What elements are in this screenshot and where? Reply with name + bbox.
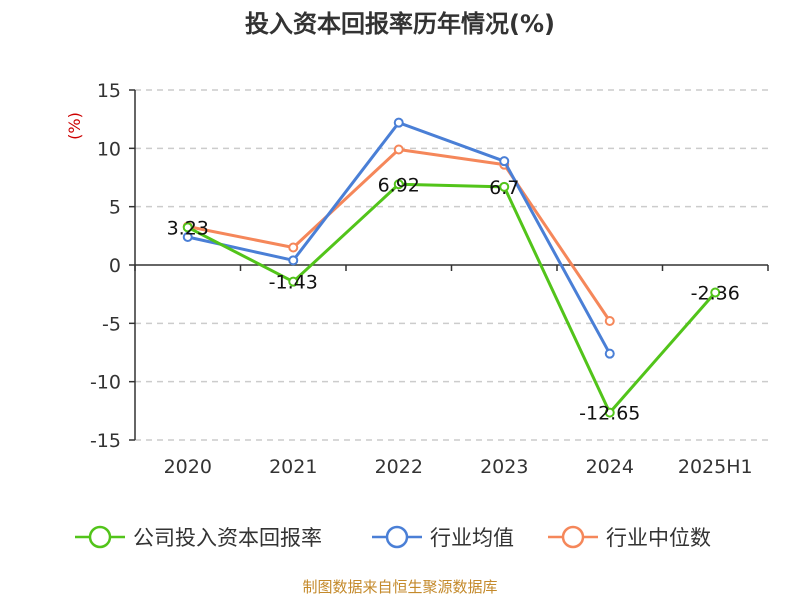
y-tick-label: -5: [102, 313, 121, 335]
data-point: [393, 117, 404, 128]
data-labels: 3.23 -1.43 6.92 6.7 -12.65 -2.36: [167, 174, 740, 424]
data-label: -12.65: [579, 403, 640, 425]
y-tick-label: -15: [90, 430, 121, 452]
y-axis-unit: (%): [65, 112, 84, 140]
data-point: [182, 232, 193, 242]
x-tick-label: 2020: [164, 456, 212, 478]
legend-marker: [88, 525, 112, 549]
x-tick-label: 2022: [375, 456, 423, 478]
data-point: [182, 222, 193, 233]
data-point: [604, 348, 615, 359]
x-tick-label: 2023: [480, 456, 528, 478]
x-tick-label: 2024: [586, 456, 634, 478]
data-point: [288, 255, 299, 266]
data-point: [604, 407, 615, 418]
legend-label: 公司投入资本回报率: [133, 526, 322, 550]
data-point: [604, 316, 615, 326]
data-point: [393, 144, 404, 155]
legend-label: 行业均值: [430, 526, 514, 550]
y-tick-label: 15: [97, 80, 121, 102]
legend-marker: [385, 525, 409, 549]
series: [182, 117, 721, 418]
y-tick-label: 10: [97, 138, 121, 160]
data-point: [393, 179, 404, 190]
y-tick-label: 0: [109, 255, 121, 277]
axes: 15 10 5 0 -5 -10 -15 2020 2021 2022 2023 2024 2025H1: [90, 80, 769, 478]
data-label: 6.92: [378, 174, 420, 196]
data-point: [499, 156, 510, 167]
legend-marker: [561, 525, 585, 549]
data-point: [710, 287, 721, 298]
y-tick-label: -10: [90, 372, 121, 394]
source-note: 制图数据来自恒生聚源数据库: [302, 578, 497, 596]
data-label: 3.23: [167, 217, 209, 239]
data-label: 6.7: [489, 177, 519, 199]
data-point: [499, 181, 510, 192]
x-tick-label: 2021: [269, 456, 317, 478]
legend-label: 行业中位数: [606, 526, 711, 550]
x-tick-label: 2025H1: [678, 456, 753, 478]
y-tick-label: 5: [109, 197, 121, 219]
series-line: [187, 182, 717, 415]
data-label: -1.43: [269, 272, 318, 294]
data-label: -2.36: [691, 283, 740, 305]
legend: 公司投入资本回报率 行业均值 行业中位数: [75, 525, 711, 550]
chart-title: 投入资本回报率历年情况(%): [245, 10, 555, 38]
data-point: [288, 242, 299, 253]
data-point: [288, 276, 299, 287]
